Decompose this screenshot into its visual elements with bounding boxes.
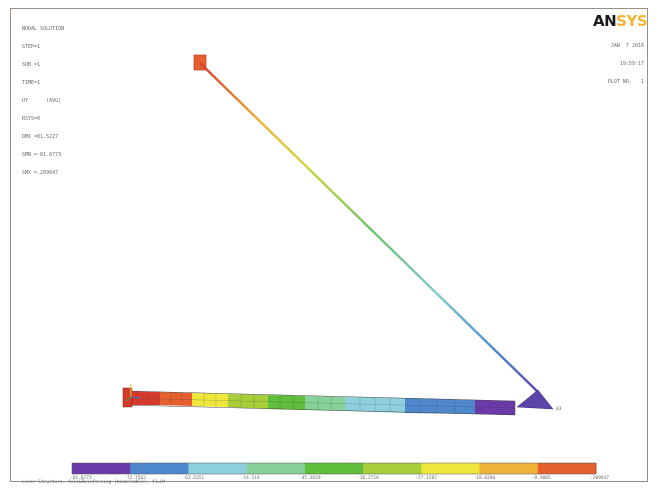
- info-line-step: STEP=1: [22, 44, 41, 50]
- info-line-rsys: RSYS=0: [22, 116, 41, 122]
- info-line-dmx: DMX =81.5227: [22, 134, 59, 140]
- logo-an: AN: [593, 12, 617, 30]
- legend-color-bar: [71, 462, 597, 475]
- plot-time: 19:59:17: [619, 61, 644, 67]
- legend-band: [72, 463, 131, 474]
- info-line-time: TIME=1: [22, 80, 41, 86]
- plot-title: NODAL SOLUTION: [22, 26, 65, 32]
- plot-number: PLOT NO. 1: [607, 79, 644, 85]
- legend-band: [246, 463, 306, 474]
- legend-label: -18.0296: [473, 476, 496, 481]
- cable-element: [199, 62, 539, 393]
- info-line-result: UY (AVG): [22, 98, 62, 104]
- right-hinge-support: [516, 389, 554, 410]
- plot-meta-block: JAN 7 2016 19:59:17 PLOT NO. 1: [596, 31, 644, 97]
- coordinate-triad-icon: [125, 384, 142, 402]
- logo-sys: SYS: [616, 12, 648, 30]
- plot-caption: Liner Structure, Axis&Reinforcing (beam/…: [22, 480, 166, 485]
- legend-band: [304, 463, 364, 474]
- beam-element: [124, 390, 516, 416]
- legend-band: [363, 463, 422, 474]
- legend-label: -36.2718: [357, 476, 379, 481]
- legend-label: .209647: [590, 476, 609, 481]
- legend-label: -63.6351: [182, 476, 205, 481]
- legend-label: -81.8773: [70, 476, 92, 481]
- info-line-smx: SMX =.209647: [22, 170, 59, 176]
- info-line-sub: SUB =1: [22, 62, 41, 68]
- ansys-logo: ANSYS: [593, 12, 648, 30]
- legend-band: [421, 463, 481, 474]
- legend-label: -54.514: [240, 476, 260, 481]
- plot-date: JAN 7 2016: [610, 43, 644, 49]
- legend-label: -72.7562: [124, 476, 146, 481]
- legend-band: [130, 463, 189, 474]
- legend-labels: -81.8773 -72.7562 -63.6351 -54.514 -45.3929 -…: [70, 476, 609, 484]
- legend-label: -45.3929: [298, 476, 321, 481]
- legend-band: [188, 463, 248, 474]
- solution-info-block: NODAL SOLUTION STEP=1 SUB =1 TIME=1 UY (…: [22, 14, 64, 188]
- legend-band: [479, 463, 539, 474]
- legend-band: [537, 463, 597, 474]
- node-label-right: X3: [556, 406, 562, 412]
- info-line-smn: SMN =-81.8773: [22, 152, 62, 158]
- legend-label: -27.1507: [415, 476, 438, 481]
- legend-label: -8.9085: [531, 476, 551, 481]
